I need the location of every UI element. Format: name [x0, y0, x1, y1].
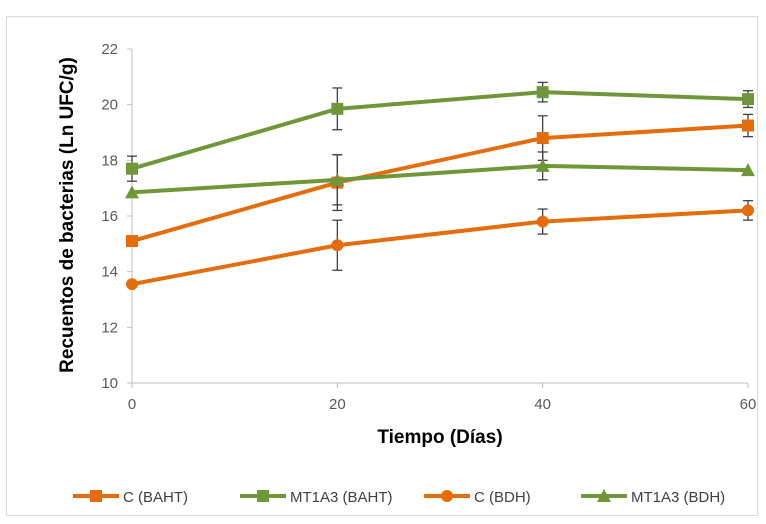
- series-line-c-baht: [131, 123, 749, 243]
- data-point-mt1a3-bdh: [125, 185, 139, 199]
- legend-label-c-baht: C (BAHT): [123, 489, 188, 506]
- data-point-c-baht: [536, 132, 549, 145]
- legend-marker-mt1a3-bdh: [597, 489, 611, 502]
- data-point-mt1a3-bdh: [535, 158, 550, 172]
- data-point-mt1a3-baht: [126, 162, 138, 175]
- x-axis-title: Tiempo (Días): [377, 427, 502, 448]
- data-point-c-baht: [126, 235, 138, 248]
- y-tick-label: 16: [101, 208, 118, 225]
- legend-label-mt1a3-baht: MT1A3 (BAHT): [290, 489, 393, 506]
- series-line-c-bdh: [131, 208, 749, 287]
- x-tick-label: 0: [128, 396, 136, 413]
- data-point-mt1a3-baht: [536, 86, 549, 99]
- y-tick-label: 12: [101, 319, 118, 336]
- legend-marker-c-bdh: [441, 490, 453, 502]
- y-tick-label: 22: [101, 41, 118, 58]
- y-tick-label: 20: [101, 97, 118, 114]
- x-tick-label: 20: [329, 396, 346, 413]
- data-point-c-bdh: [536, 215, 549, 228]
- chart-frame: [6, 16, 758, 516]
- data-point-mt1a3-baht: [742, 93, 754, 106]
- data-point-c-bdh: [126, 278, 138, 291]
- y-tick-label: 14: [101, 264, 118, 281]
- data-point-mt1a3-bdh: [741, 163, 755, 177]
- data-point-c-baht: [742, 119, 754, 132]
- data-point-c-bdh: [331, 239, 344, 252]
- x-tick-label: 40: [534, 396, 551, 413]
- x-tick-label: 60: [740, 396, 757, 413]
- legend-label-c-bdh: C (BDH): [474, 489, 531, 506]
- y-axis-title: Recuentos de bacterias (Ln UFC/g): [57, 57, 78, 373]
- legend-marker-c-baht: [90, 490, 102, 502]
- data-point-mt1a3-baht: [331, 102, 344, 115]
- y-tick-label: 10: [101, 375, 118, 392]
- data-point-c-bdh: [742, 204, 754, 217]
- series-line-mt1a3-baht: [131, 90, 749, 171]
- legend-marker-mt1a3-baht: [257, 490, 269, 502]
- series-line-mt1a3-bdh: [131, 163, 749, 195]
- legend-label-mt1a3-bdh: MT1A3 (BDH): [631, 489, 725, 506]
- data-point-mt1a3-bdh: [330, 172, 345, 186]
- y-tick-label: 18: [101, 152, 118, 169]
